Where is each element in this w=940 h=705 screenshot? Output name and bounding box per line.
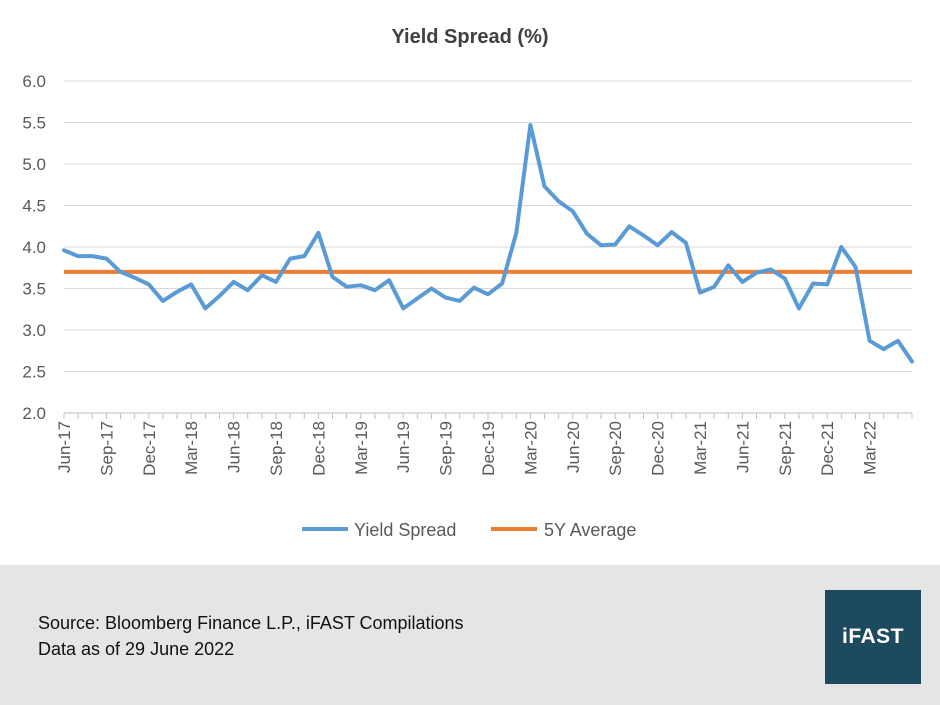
- y-tick-label: 5.5: [22, 114, 46, 133]
- x-tick-label: Dec-19: [479, 421, 498, 476]
- yield-spread-chart: Yield Spread (%) 2.0 2.5 3.0 3.5 4.0 4.5 5.0 5.5…: [22, 26, 914, 540]
- series-line-yield-spread: [62, 123, 914, 364]
- data-date-note: Data as of 29 June 2022: [38, 639, 235, 659]
- x-tick-label: Dec-18: [309, 421, 328, 476]
- x-tick-label: Sep-20: [606, 421, 625, 476]
- x-tick-label: Mar-20: [521, 421, 540, 475]
- y-tick-label: 6.0: [22, 72, 46, 91]
- x-tick-label: Dec-20: [649, 421, 668, 476]
- footer-panel: Source: Bloomberg Finance L.P., iFAST Co…: [0, 565, 940, 705]
- x-tick-label: Jun-17: [55, 421, 74, 473]
- x-tick-label: Mar-19: [352, 421, 371, 475]
- x-tick-label: Sep-17: [97, 421, 116, 476]
- y-tick-label: 4.5: [22, 197, 46, 216]
- chart-area: Yield Spread (%) 2.0 2.5 3.0 3.5 4.0 4.5 5.0 5.5…: [22, 26, 914, 540]
- y-tick-label: 5.0: [22, 155, 46, 174]
- x-tick-label: Jun-20: [564, 421, 583, 473]
- logo-text: iFAST: [841, 625, 904, 648]
- x-tick-label: Jun-21: [733, 421, 752, 473]
- x-tick-label: Dec-21: [818, 421, 837, 476]
- x-tick-label: Mar-18: [182, 421, 201, 475]
- chart-title: Yield Spread (%): [391, 26, 548, 48]
- x-tick-label: Sep-18: [267, 421, 286, 476]
- x-tick-label: Mar-21: [691, 421, 710, 475]
- source-note: Source: Bloomberg Finance L.P., iFAST Co…: [38, 613, 464, 633]
- y-tick-label: 2.5: [22, 363, 46, 382]
- x-tick-label: Sep-21: [776, 421, 795, 476]
- y-tick-label: 3.0: [22, 321, 46, 340]
- legend-label-yield-spread: Yield Spread: [354, 520, 456, 540]
- ifast-logo: iFAST: [825, 590, 921, 684]
- y-tick-label: 3.5: [22, 280, 46, 299]
- x-tick-label: Mar-22: [861, 421, 880, 475]
- x-tick-label: Jun-19: [394, 421, 413, 473]
- y-tick-label: 2.0: [22, 404, 46, 423]
- x-tick-label: Sep-19: [437, 421, 456, 476]
- x-tick-label: Jun-18: [225, 421, 244, 473]
- x-tick-label: Dec-17: [140, 421, 159, 476]
- footer-text: Source: Bloomberg Finance L.P., iFAST Co…: [38, 610, 464, 662]
- legend-label-5y-average: 5Y Average: [544, 520, 636, 540]
- y-tick-label: 4.0: [22, 238, 46, 257]
